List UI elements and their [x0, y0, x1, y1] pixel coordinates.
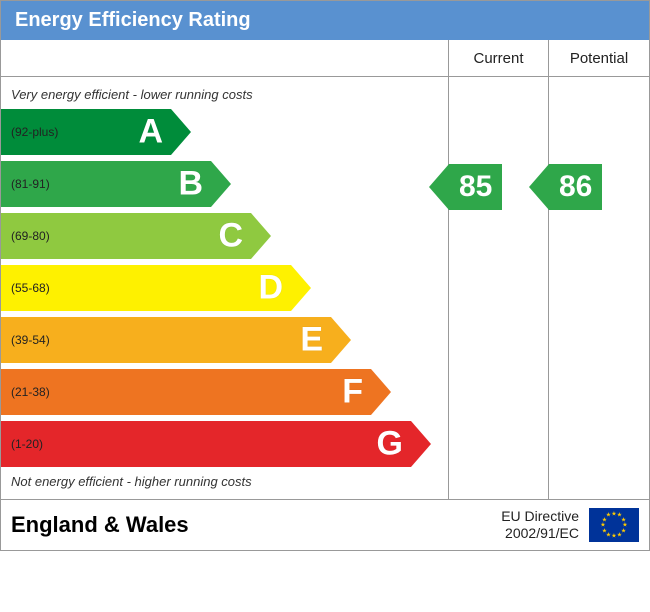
band-row-d: (55-68) D — [1, 262, 448, 314]
footer: England & Wales EU Directive 2002/91/EC … — [1, 499, 649, 550]
potential-header-label: Potential — [570, 50, 628, 67]
band-row-c: (69-80) C — [1, 210, 448, 262]
current-header-label: Current — [473, 50, 523, 67]
bands-container: (92-plus) A (81-91) B (69-80) C (55-68) D (39-54… — [1, 106, 448, 470]
band-letter: F — [342, 373, 363, 412]
band-range-label: (81-91) — [11, 177, 50, 191]
band-range-label: (69-80) — [11, 229, 50, 243]
band-arrow-icon — [331, 317, 351, 363]
band-arrow-icon — [411, 421, 431, 467]
band-bar-g: (1-20) G — [1, 421, 431, 467]
directive-text: EU Directive 2002/91/EC — [501, 508, 579, 542]
band-bar-f: (21-38) F — [1, 369, 391, 415]
header-row: Current Potential — [1, 40, 649, 77]
bands-cell: Very energy efficient - lower running co… — [1, 77, 449, 499]
band-body: (1-20) G — [1, 421, 411, 467]
eu-star-icon: ★ — [606, 512, 611, 519]
band-body: (69-80) C — [1, 213, 251, 259]
potential-header: Potential — [549, 40, 649, 76]
current-rating-arrow-icon — [429, 164, 449, 210]
band-range-label: (1-20) — [11, 437, 43, 451]
band-bar-e: (39-54) E — [1, 317, 351, 363]
footer-region: England & Wales — [11, 512, 501, 538]
eu-star-icon: ★ — [611, 533, 616, 540]
band-bar-c: (69-80) C — [1, 213, 271, 259]
band-letter: D — [258, 269, 283, 308]
band-arrow-icon — [251, 213, 271, 259]
chart-title: Energy Efficiency Rating — [15, 9, 251, 31]
footer-right: EU Directive 2002/91/EC ★★★★★★★★★★★★ — [501, 508, 639, 542]
band-range-label: (55-68) — [11, 281, 50, 295]
directive-line2: 2002/91/EC — [501, 525, 579, 542]
band-range-label: (39-54) — [11, 333, 50, 347]
eu-star-icon: ★ — [617, 531, 622, 538]
band-arrow-icon — [171, 109, 191, 155]
potential-column: 86 — [549, 77, 649, 499]
band-body: (92-plus) A — [1, 109, 171, 155]
eu-flag-icon: ★★★★★★★★★★★★ — [589, 508, 639, 542]
epc-chart: Energy Efficiency Rating Current Potenti… — [0, 0, 650, 551]
band-body: (81-91) B — [1, 161, 211, 207]
band-row-g: (1-20) G — [1, 418, 448, 470]
band-letter: A — [138, 113, 163, 152]
directive-line1: EU Directive — [501, 508, 579, 525]
bottom-caption: Not energy efficient - higher running co… — [1, 470, 448, 493]
band-letter: C — [218, 217, 243, 256]
band-range-label: (21-38) — [11, 385, 50, 399]
band-row-e: (39-54) E — [1, 314, 448, 366]
band-body: (39-54) E — [1, 317, 331, 363]
potential-rating-value: 86 — [549, 164, 602, 210]
band-bar-a: (92-plus) A — [1, 109, 191, 155]
band-bar-d: (55-68) D — [1, 265, 311, 311]
band-body: (55-68) D — [1, 265, 291, 311]
top-caption: Very energy efficient - lower running co… — [1, 83, 448, 106]
title-bar: Energy Efficiency Rating — [1, 1, 649, 40]
potential-rating-arrow-icon — [529, 164, 549, 210]
header-spacer — [1, 40, 449, 76]
current-header: Current — [449, 40, 549, 76]
band-letter: B — [178, 165, 203, 204]
band-row-b: (81-91) B — [1, 158, 448, 210]
potential-rating-pointer: 86 — [529, 164, 602, 210]
band-arrow-icon — [371, 369, 391, 415]
band-arrow-icon — [291, 265, 311, 311]
band-bar-b: (81-91) B — [1, 161, 231, 207]
band-letter: G — [377, 425, 403, 464]
band-arrow-icon — [211, 161, 231, 207]
band-row-f: (21-38) F — [1, 366, 448, 418]
current-rating-value: 85 — [449, 164, 502, 210]
band-row-a: (92-plus) A — [1, 106, 448, 158]
current-column: 85 — [449, 77, 549, 499]
body-row: Very energy efficient - lower running co… — [1, 77, 649, 499]
band-body: (21-38) F — [1, 369, 371, 415]
band-letter: E — [300, 321, 323, 360]
band-range-label: (92-plus) — [11, 125, 58, 139]
current-rating-pointer: 85 — [429, 164, 502, 210]
